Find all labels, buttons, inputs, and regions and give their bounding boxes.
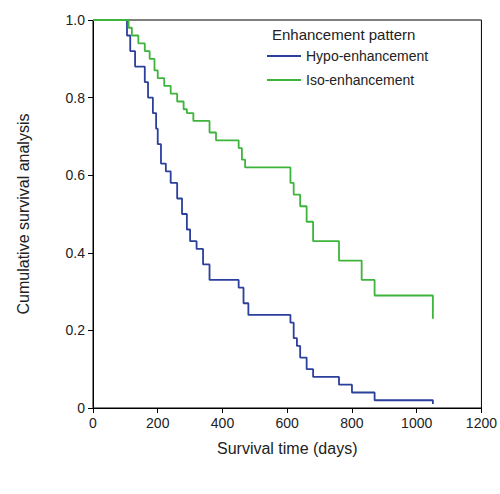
svg-text:Enhancement pattern: Enhancement pattern (272, 26, 415, 43)
svg-text:200: 200 (146, 415, 170, 431)
svg-text:400: 400 (211, 415, 235, 431)
svg-text:0.2: 0.2 (66, 322, 86, 338)
svg-text:Iso-enhancement: Iso-enhancement (306, 72, 414, 88)
svg-text:1200: 1200 (466, 415, 497, 431)
svg-text:800: 800 (340, 415, 364, 431)
svg-text:1000: 1000 (401, 415, 432, 431)
svg-text:600: 600 (276, 415, 300, 431)
svg-text:0: 0 (77, 400, 85, 416)
svg-text:Hypo-enhancement: Hypo-enhancement (306, 48, 428, 64)
svg-text:0: 0 (89, 415, 97, 431)
svg-text:0.8: 0.8 (66, 90, 86, 106)
svg-text:0.6: 0.6 (66, 167, 86, 183)
svg-text:1.0: 1.0 (66, 12, 86, 28)
svg-text:Cumulative survival analysis: Cumulative survival analysis (15, 114, 32, 315)
svg-text:0.4: 0.4 (66, 245, 86, 261)
svg-text:Survival time (days): Survival time (days) (217, 440, 357, 457)
